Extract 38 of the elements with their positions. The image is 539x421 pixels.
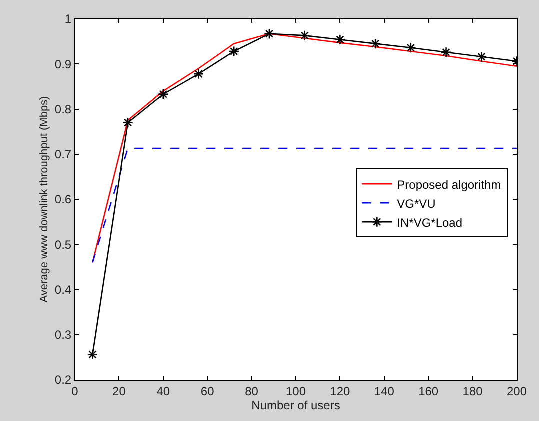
y-axis-title: Average www downlink throughput (Mbps): [38, 96, 51, 303]
y-tick-label: 0.5: [54, 238, 72, 252]
x-tick-label: 180: [462, 384, 484, 398]
point: [158, 88, 169, 100]
y-tick-label: 1: [64, 12, 72, 26]
point: [87, 349, 98, 360]
point: [334, 34, 346, 46]
x-tick-label: 100: [286, 384, 306, 398]
point: [122, 117, 134, 128]
point: [193, 68, 204, 80]
x-tick-label: 140: [374, 384, 395, 398]
legend-label: IN*VG*Load: [397, 216, 463, 230]
x-tick-label: 60: [200, 384, 215, 398]
y-tick-label: 0.6: [54, 192, 72, 207]
point: [405, 42, 416, 54]
legend-label: Proposed algorithm: [397, 178, 502, 192]
y-tick-label: 0.7: [54, 148, 72, 162]
x-tick-label: 80: [245, 384, 259, 398]
point: [476, 51, 488, 62]
legend-label: VG*VU: [397, 196, 436, 211]
x-tick-label: 40: [156, 384, 170, 398]
point: [228, 46, 240, 57]
line-series: [92, 33, 517, 264]
point: [299, 30, 310, 42]
x-tick-label: 200: [506, 384, 528, 398]
y-tick-label: 0.2: [54, 373, 72, 388]
x-tick-label: 20: [112, 384, 126, 398]
x-tick-label: 120: [330, 384, 351, 398]
x-tick-label: 0: [72, 384, 79, 398]
y-tick-label: 0.8: [54, 102, 72, 116]
point: [440, 46, 452, 58]
x-tick-label: 160: [418, 384, 439, 398]
point: [370, 38, 382, 50]
point: [264, 28, 275, 40]
x-axis-title: Number of users: [252, 398, 340, 412]
y-tick-label: 0.3: [54, 328, 72, 342]
y-tick-label: 0.9: [54, 57, 72, 72]
y-tick-label: 0.4: [54, 282, 72, 297]
